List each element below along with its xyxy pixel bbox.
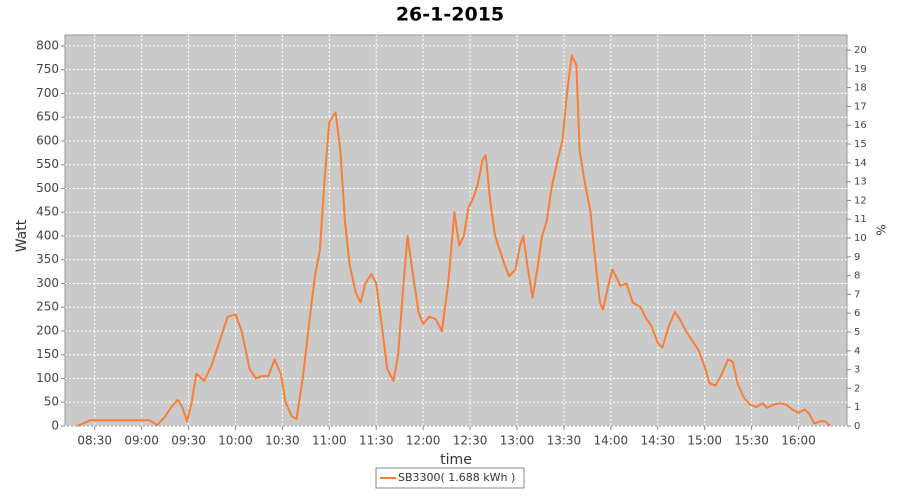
chart-title: 26-1-2015 [396, 4, 504, 26]
y-tick-label: 100 [36, 371, 59, 385]
y2-tick-label: 0 [854, 421, 860, 432]
y2-tick-label: 19 [854, 64, 867, 75]
y2-tick-label: 6 [854, 308, 860, 319]
y2-tick-label: 11 [854, 214, 867, 225]
y-tick-label: 50 [44, 395, 59, 409]
y-tick-label: 600 [36, 133, 59, 147]
legend-box [375, 467, 525, 489]
series-line [77, 54, 831, 427]
x-tick-label: 13:00 [500, 434, 535, 448]
y-tick-label: 350 [36, 252, 59, 266]
x-tick-label: 15:00 [687, 434, 722, 448]
y2-tick-label: 10 [854, 233, 867, 244]
y-tick-label: 800 [36, 38, 59, 52]
y-tick-label: 650 [36, 110, 59, 124]
x-tick-label: 12:00 [406, 434, 441, 448]
x-tick-label: 16:00 [781, 434, 816, 448]
y2-tick-label: 16 [854, 120, 867, 131]
x-tick-label: 13:30 [547, 434, 582, 448]
y-tick-label: 750 [36, 62, 59, 76]
x-tick-label: 15:30 [734, 434, 769, 448]
y2-tick-label: 13 [854, 177, 867, 188]
y2-tick-label: 20 [854, 45, 867, 56]
x-tick-label: 14:00 [594, 434, 629, 448]
y-tick-label: 0 [51, 419, 59, 433]
y2-axis-label: % [874, 224, 888, 235]
x-tick-label: 10:00 [218, 434, 253, 448]
y2-tick-label: 3 [854, 365, 860, 376]
x-tick-label: 14:30 [640, 434, 675, 448]
y2-tick-label: 2 [854, 383, 860, 394]
y-axis-label: Watt [14, 219, 30, 252]
y2-tick-label: 5 [854, 327, 860, 338]
x-tick-label: 11:00 [312, 434, 347, 448]
y2-tick-label: 17 [854, 101, 867, 112]
y2-tick-label: 7 [854, 289, 860, 300]
y2-tick-label: 18 [854, 83, 867, 94]
x-tick-label: 08:30 [77, 434, 112, 448]
legend-label: SB3300( 1.688 kWh ) [398, 471, 515, 484]
y-tick-label: 550 [36, 157, 59, 171]
y2-tick-label: 15 [854, 139, 867, 150]
y2-tick-label: 14 [854, 158, 867, 169]
y-tick-label: 250 [36, 300, 59, 314]
y-tick-label: 200 [36, 323, 59, 337]
y-tick-label: 300 [36, 276, 59, 290]
y2-tick-label: 12 [854, 195, 867, 206]
y2-tick-label: 4 [854, 346, 860, 357]
x-tick-label: 12:30 [453, 434, 488, 448]
y2-tick-label: 9 [854, 252, 860, 263]
y-tick-label: 150 [36, 347, 59, 361]
y2-tick-label: 1 [854, 402, 860, 413]
y2-tick-label: 8 [854, 271, 860, 282]
x-tick-label: 09:30 [171, 434, 206, 448]
y-tick-label: 700 [36, 86, 59, 100]
x-tick-label: 09:00 [124, 434, 159, 448]
y-tick-label: 400 [36, 228, 59, 242]
y-tick-label: 500 [36, 181, 59, 195]
x-axis-label: time [440, 452, 472, 468]
x-tick-label: 10:30 [265, 434, 300, 448]
y-tick-label: 450 [36, 205, 59, 219]
x-tick-label: 11:30 [359, 434, 394, 448]
